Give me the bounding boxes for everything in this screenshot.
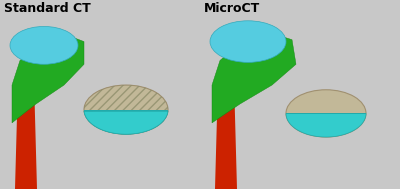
Polygon shape (12, 34, 84, 123)
Polygon shape (15, 94, 37, 189)
Ellipse shape (286, 90, 366, 137)
Ellipse shape (84, 85, 168, 134)
Polygon shape (84, 111, 168, 134)
Polygon shape (212, 32, 296, 123)
Polygon shape (84, 111, 168, 134)
Polygon shape (286, 113, 366, 137)
Polygon shape (215, 94, 237, 189)
Text: Standard CT: Standard CT (4, 2, 91, 15)
Text: MicroCT: MicroCT (204, 2, 260, 15)
Ellipse shape (210, 21, 286, 62)
Ellipse shape (10, 26, 78, 64)
